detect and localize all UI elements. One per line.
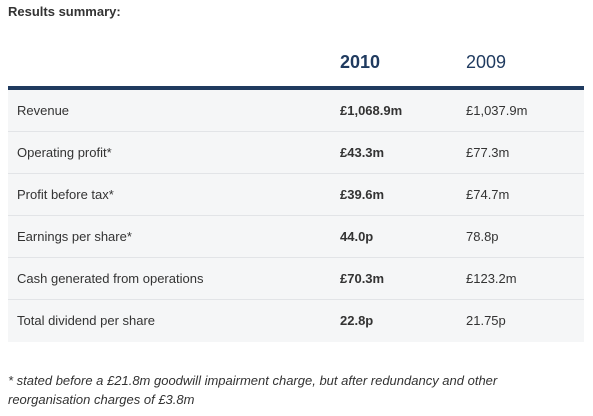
row-value-2009: 21.75p — [466, 313, 506, 328]
row-value-2010: £43.3m — [340, 145, 385, 160]
row-value-2010: £1,068.9m — [340, 103, 403, 118]
table-row: Revenue £1,068.9m £1,037.9m — [8, 90, 584, 132]
row-value-2009: £1,037.9m — [466, 103, 528, 118]
row-value-2009: £74.7m — [466, 187, 510, 202]
row-value-2009: £123.2m — [466, 271, 517, 286]
row-value-2010: 44.0p — [340, 229, 374, 244]
row-label: Revenue — [17, 103, 70, 118]
table-row: Earnings per share* 44.0p 78.8p — [8, 216, 584, 258]
footnote: * stated before a £21.8m goodwill impair… — [8, 373, 498, 407]
row-label: Cash generated from operations — [17, 271, 204, 286]
table-row: Cash generated from operations £70.3m £1… — [8, 258, 584, 300]
row-value-2009: £77.3m — [466, 145, 510, 160]
row-label: Profit before tax* — [17, 187, 114, 202]
table-row: Profit before tax* £39.6m £74.7m — [8, 174, 584, 216]
row-label: Total dividend per share — [17, 313, 156, 328]
header-divider — [8, 86, 584, 90]
page-title: Results summary: — [8, 4, 121, 19]
table-header: 2010 2009 — [8, 52, 584, 82]
results-table: Revenue £1,068.9m £1,037.9m Operating pr… — [8, 90, 584, 342]
column-header-2009: 2009 — [466, 52, 507, 72]
table-row: Operating profit* £43.3m £77.3m — [8, 132, 584, 174]
row-value-2010: 22.8p — [340, 313, 374, 328]
row-label: Earnings per share* — [17, 229, 132, 244]
column-header-2010: 2010 — [340, 52, 381, 72]
row-label: Operating profit* — [17, 145, 112, 160]
table-row: Total dividend per share 22.8p 21.75p — [8, 300, 584, 342]
row-value-2010: £70.3m — [340, 271, 385, 286]
row-value-2010: £39.6m — [340, 187, 385, 202]
row-value-2009: 78.8p — [466, 229, 499, 244]
